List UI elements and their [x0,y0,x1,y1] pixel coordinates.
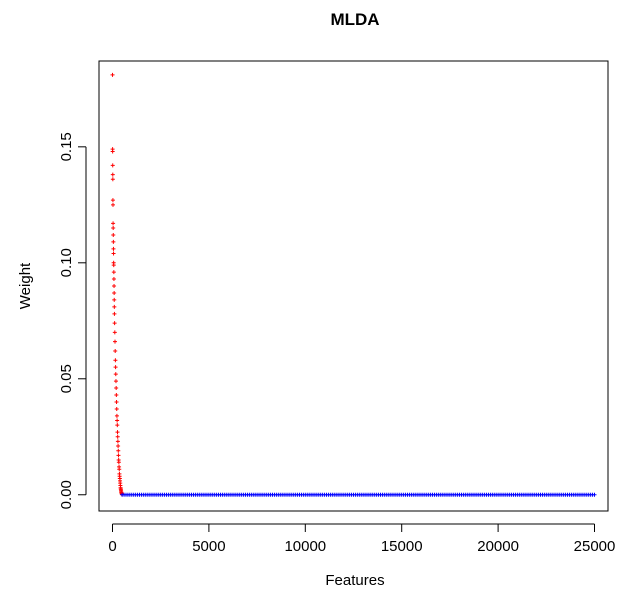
data-point [112,321,117,326]
data-point [115,430,120,435]
data-point [111,226,116,231]
data-point [116,444,121,449]
y-tick-label: 0.05 [58,364,75,393]
data-point [111,270,116,275]
data-point [113,339,118,344]
plot-frame [98,60,609,512]
data-point [112,311,117,316]
x-axis-label: Features [325,572,384,589]
data-point [114,399,119,404]
y-axis: 0.00 0.05 0.10 0.15 [58,132,87,509]
data-point [111,246,116,251]
data-point [116,453,121,458]
x-tick-label: 10000 [284,538,326,555]
data-point [113,379,118,384]
data-point [115,418,120,423]
data-point [110,198,115,203]
data-point [111,232,116,237]
data-point [114,386,119,391]
data-point [114,413,119,418]
x-tick-label: 15000 [381,538,423,555]
x-tick-label: 20000 [477,538,519,555]
data-point [111,263,116,268]
x-tick-label: 25000 [574,538,616,555]
data-point [110,149,115,154]
data-point [115,434,120,439]
y-axis-label: Weight [17,262,34,309]
data-point [112,284,117,288]
data-point [117,467,122,472]
series-blue-points [120,492,597,497]
data-point [111,251,116,256]
data-point [112,304,117,309]
data-point [110,172,115,177]
x-axis: 0 5000 10000 15000 20000 25000 [108,523,616,555]
data-point [113,365,118,370]
data-point [110,202,115,207]
data-point [116,460,121,465]
data-point [110,72,115,77]
data-point [111,239,116,244]
data-point [112,330,117,335]
x-tick-label: 0 [108,538,116,555]
data-point [114,406,119,411]
data-point [113,348,118,353]
y-tick-label: 0.10 [58,248,75,277]
data-point [112,297,117,302]
y-tick-label: 0.15 [58,132,75,161]
data-point [115,423,120,428]
data-point [116,448,121,453]
data-point [110,163,115,168]
y-tick-label: 0.00 [58,480,75,509]
data-point [110,177,115,182]
x-tick-label: 5000 [192,538,225,555]
data-point [115,439,120,444]
data-point [111,277,116,282]
data-point [113,358,118,363]
data-point [113,372,118,377]
data-point [114,393,119,398]
data-point [112,290,117,295]
series-red-points [110,72,125,497]
data-point [111,221,116,226]
data-point [592,492,597,497]
chart-title: MLDA [330,10,379,29]
